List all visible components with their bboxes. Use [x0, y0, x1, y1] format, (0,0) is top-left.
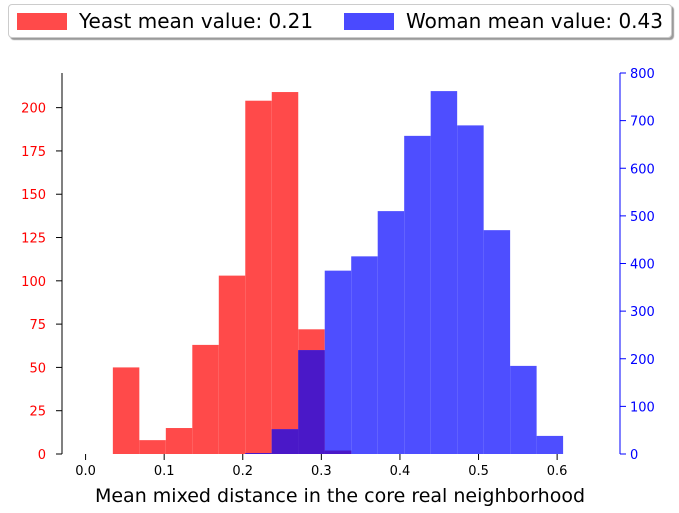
right-tick-label-1: 100	[630, 400, 655, 415]
right-tick-label-6: 600	[630, 162, 655, 177]
bar-overlap-8	[324, 450, 352, 454]
legend-swatch-woman	[344, 12, 395, 30]
x-tick-label-3: 0.3	[311, 464, 332, 479]
bars-group	[112, 91, 564, 455]
bar-overlap-6	[271, 429, 299, 454]
axes-group: 0.0 0.1 0.2 0.3 0.4 0.5 0.6 0 25 50 75 100 125 150 175…	[21, 67, 655, 479]
legend: Yeast mean value: 0.21 Woman mean value:…	[8, 4, 672, 38]
bar-yeast-2	[165, 428, 193, 454]
legend-label-woman: Woman mean value: 0.43	[406, 9, 663, 33]
left-tick-label-4: 100	[21, 275, 46, 290]
left-tick-label-7: 175	[21, 145, 46, 160]
x-tick-label-2: 0.2	[232, 464, 253, 479]
right-tick-label-4: 400	[630, 258, 655, 273]
x-tick-label-4: 0.4	[390, 464, 411, 479]
bar-woman-4	[351, 256, 378, 454]
bar-yeast-6	[271, 92, 299, 455]
bar-yeast-4	[218, 275, 246, 454]
x-tick-label-5: 0.5	[468, 464, 489, 479]
legend-entry-yeast: Yeast mean value: 0.21	[17, 9, 313, 33]
legend-entry-woman: Woman mean value: 0.43	[344, 9, 663, 33]
left-tick-label-1: 25	[29, 405, 46, 420]
left-tick-label-3: 75	[29, 318, 46, 333]
right-tick-label-0: 0	[630, 448, 638, 463]
x-tick-label-1: 0.1	[154, 464, 175, 479]
bar-woman-6	[404, 135, 431, 455]
bar-overlap-7	[298, 350, 325, 454]
bar-woman-10	[510, 365, 537, 454]
bar-woman-8	[457, 125, 484, 454]
left-tick-label-2: 50	[29, 361, 46, 376]
right-tick-label-2: 200	[630, 353, 655, 368]
bar-woman-3	[324, 270, 352, 454]
right-tick-label-3: 300	[630, 305, 655, 320]
x-tick-label-6: 0.6	[547, 464, 568, 479]
bar-yeast-5	[245, 100, 272, 454]
right-tick-label-7: 700	[630, 115, 655, 130]
bar-yeast-1	[139, 440, 166, 454]
bar-woman-5	[377, 211, 405, 454]
bar-overlap-5	[245, 453, 272, 454]
bar-woman-7	[430, 91, 458, 454]
legend-swatch-yeast	[17, 12, 67, 30]
left-tick-label-0: 0	[38, 448, 46, 463]
x-axis-label: Mean mixed distance in the core real nei…	[95, 485, 585, 507]
bar-woman-11	[536, 435, 564, 454]
left-tick-label-8: 200	[21, 102, 46, 117]
bar-yeast-3	[192, 344, 219, 454]
bar-woman-9	[483, 230, 511, 454]
right-tick-label-5: 500	[630, 210, 655, 225]
left-tick-label-6: 150	[21, 188, 46, 203]
right-tick-label-8: 800	[630, 67, 655, 82]
bar-yeast-0	[112, 367, 140, 454]
legend-label-yeast: Yeast mean value: 0.21	[79, 9, 314, 33]
left-tick-label-5: 125	[21, 232, 46, 247]
x-tick-label-0: 0.0	[75, 464, 96, 479]
